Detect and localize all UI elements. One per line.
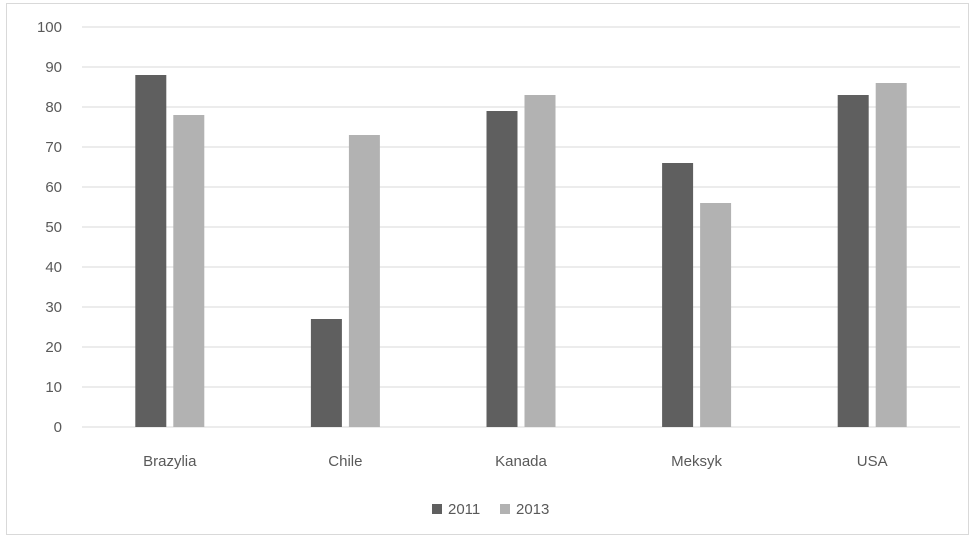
bar-2013-meksyk [700,203,732,427]
y-tick-label: 0 [54,419,62,436]
gridlines [82,26,960,428]
x-tick-label: USA [857,453,888,470]
x-tick-label: Brazylia [143,453,197,470]
legend-label: 2011 [448,501,480,518]
bar-2013-usa [875,83,907,427]
y-tick-label: 70 [45,139,62,156]
y-axis-ticks: 0 10 20 30 40 50 60 70 80 90 100 [37,19,62,436]
y-tick-label: 10 [45,379,62,396]
y-tick-label: 80 [45,99,62,116]
bar-2011-kanada [486,111,518,427]
legend-swatch-2011 [432,504,442,514]
y-tick-label: 90 [45,59,62,76]
bar-2011-usa [837,95,869,427]
legend-swatch-2013 [500,504,510,514]
x-tick-label: Meksyk [671,453,722,470]
bar-2013-chile [348,135,380,427]
x-tick-label: Kanada [495,453,547,470]
y-tick-label: 30 [45,299,62,316]
legend-label: 2013 [516,501,549,518]
bars [135,75,907,427]
legend: 2011 2013 [432,501,549,518]
bar-2013-kanada [524,95,556,427]
x-tick-label: Chile [328,453,362,470]
y-tick-label: 20 [45,339,62,356]
y-tick-label: 50 [45,219,62,236]
y-tick-label: 60 [45,179,62,196]
y-tick-label: 100 [37,19,62,36]
bar-2011-brazylia [135,75,167,427]
bar-2011-chile [310,319,342,427]
y-tick-label: 40 [45,259,62,276]
bar-2011-meksyk [662,163,694,427]
x-axis-ticks: Brazylia Chile Kanada Meksyk USA [143,453,888,470]
bar-2013-brazylia [173,115,205,427]
